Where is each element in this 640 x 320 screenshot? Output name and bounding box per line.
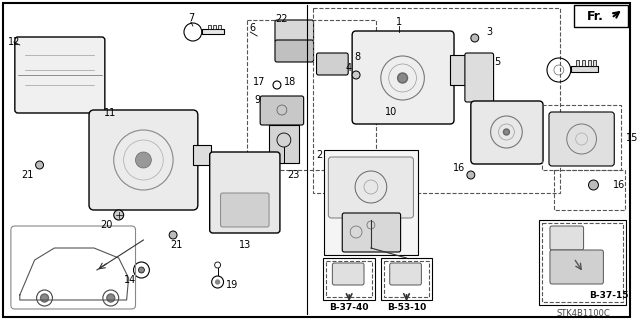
Bar: [218, 25, 221, 29]
Bar: [593, 60, 596, 66]
Bar: [539, 220, 626, 305]
Text: 14: 14: [124, 275, 137, 285]
Text: 3: 3: [486, 27, 493, 37]
FancyBboxPatch shape: [210, 152, 280, 233]
Text: 22: 22: [276, 14, 288, 24]
FancyBboxPatch shape: [465, 53, 493, 102]
Circle shape: [138, 267, 145, 273]
FancyBboxPatch shape: [221, 193, 269, 227]
Bar: [312, 8, 560, 193]
Text: 6: 6: [249, 23, 255, 33]
Circle shape: [114, 210, 124, 220]
Text: 7: 7: [188, 13, 194, 23]
Bar: [588, 60, 591, 66]
FancyBboxPatch shape: [352, 31, 454, 124]
Text: 2: 2: [316, 150, 323, 160]
FancyBboxPatch shape: [328, 157, 413, 218]
Bar: [247, 20, 376, 170]
Text: 12: 12: [8, 37, 20, 47]
Text: B-37-40: B-37-40: [330, 302, 369, 311]
Bar: [542, 105, 621, 170]
Text: 16: 16: [453, 163, 465, 173]
Text: 1: 1: [396, 17, 402, 27]
Circle shape: [352, 71, 360, 79]
Circle shape: [107, 294, 115, 302]
Text: 17: 17: [253, 77, 266, 87]
Circle shape: [589, 180, 598, 190]
Circle shape: [36, 161, 44, 169]
Bar: [381, 258, 432, 300]
Bar: [575, 60, 579, 66]
FancyBboxPatch shape: [390, 263, 421, 285]
Bar: [212, 25, 216, 29]
Text: 15: 15: [626, 133, 639, 143]
Bar: [193, 145, 211, 165]
Bar: [324, 150, 419, 255]
Circle shape: [40, 294, 49, 302]
Text: B-37-15: B-37-15: [589, 291, 629, 300]
FancyBboxPatch shape: [550, 226, 584, 250]
FancyBboxPatch shape: [260, 96, 303, 125]
Text: Fr.: Fr.: [587, 10, 604, 22]
Circle shape: [397, 73, 408, 83]
Circle shape: [136, 152, 151, 168]
Bar: [450, 55, 465, 85]
FancyBboxPatch shape: [332, 263, 364, 285]
FancyBboxPatch shape: [89, 110, 198, 210]
Text: 11: 11: [104, 108, 116, 118]
Circle shape: [467, 171, 475, 179]
Bar: [573, 5, 628, 27]
Bar: [554, 170, 625, 210]
Text: 20: 20: [100, 220, 113, 230]
Text: 21: 21: [22, 170, 34, 180]
Bar: [384, 261, 429, 297]
FancyBboxPatch shape: [15, 37, 105, 113]
Bar: [542, 223, 623, 302]
FancyBboxPatch shape: [550, 250, 604, 284]
Text: B-53-10: B-53-10: [387, 302, 426, 311]
Text: 10: 10: [385, 107, 397, 117]
Circle shape: [216, 280, 220, 284]
Bar: [269, 125, 299, 163]
FancyBboxPatch shape: [275, 20, 314, 42]
Bar: [208, 25, 211, 29]
Text: 13: 13: [239, 240, 252, 250]
Bar: [582, 60, 584, 66]
Bar: [323, 258, 375, 300]
Text: STK4B1100C: STK4B1100C: [557, 308, 611, 317]
Text: 8: 8: [354, 52, 360, 62]
FancyBboxPatch shape: [471, 101, 543, 164]
Text: 23: 23: [287, 170, 300, 180]
Text: 21: 21: [170, 240, 182, 250]
Text: 16: 16: [613, 180, 625, 190]
Circle shape: [471, 34, 479, 42]
Circle shape: [169, 231, 177, 239]
Circle shape: [504, 129, 509, 135]
FancyBboxPatch shape: [342, 213, 401, 252]
Text: 5: 5: [495, 57, 501, 67]
Text: 4: 4: [345, 63, 351, 73]
FancyBboxPatch shape: [549, 112, 614, 166]
FancyBboxPatch shape: [317, 53, 348, 75]
Text: 9: 9: [254, 95, 260, 105]
Text: 19: 19: [225, 280, 238, 290]
Text: 18: 18: [284, 77, 296, 87]
Bar: [571, 66, 598, 72]
Bar: [202, 29, 223, 34]
FancyBboxPatch shape: [275, 40, 314, 62]
Bar: [326, 261, 372, 297]
